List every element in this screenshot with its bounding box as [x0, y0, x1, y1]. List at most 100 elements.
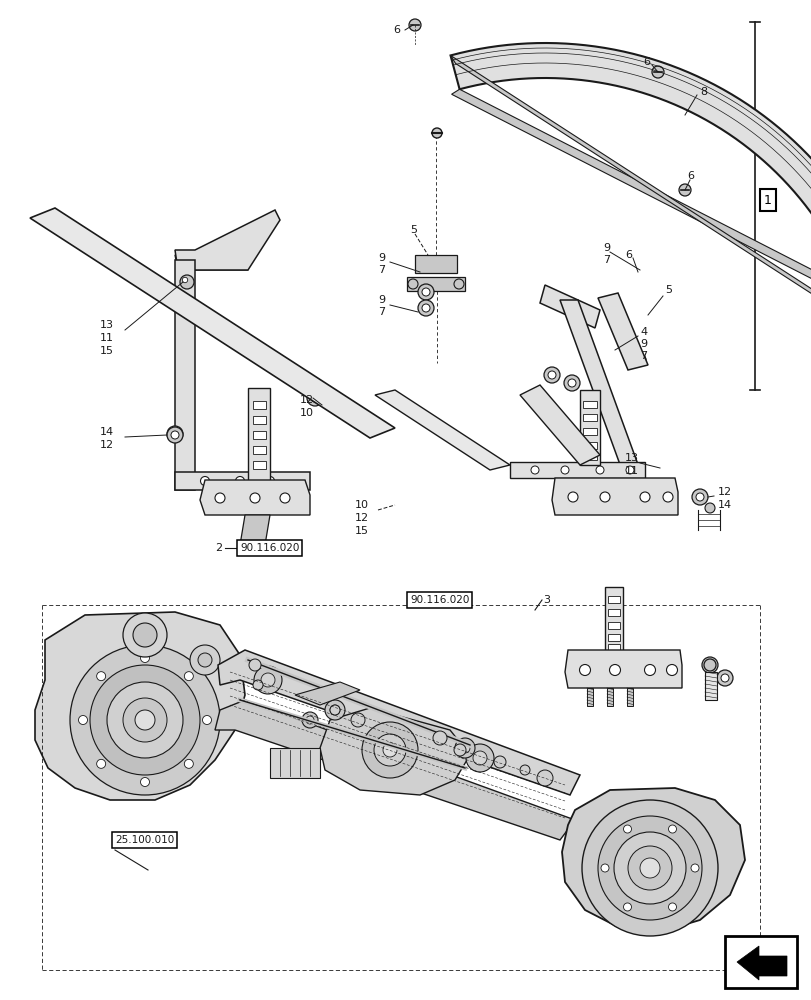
Text: 13: 13 [100, 320, 114, 330]
Text: 5: 5 [664, 285, 672, 295]
Circle shape [97, 672, 105, 681]
Circle shape [568, 492, 577, 502]
Circle shape [362, 722, 418, 778]
Circle shape [167, 426, 182, 442]
Circle shape [667, 825, 676, 833]
Bar [253, 401, 266, 409]
Polygon shape [200, 480, 310, 515]
Text: 9: 9 [378, 253, 384, 263]
Bar [607, 634, 620, 641]
Text: 10: 10 [299, 408, 314, 418]
Circle shape [493, 756, 505, 768]
Circle shape [431, 128, 441, 138]
Polygon shape [247, 388, 270, 488]
Polygon shape [564, 650, 681, 688]
Bar [270, 748, 320, 778]
Text: 7: 7 [378, 265, 384, 275]
Bar [607, 609, 620, 616]
Circle shape [122, 613, 167, 657]
Polygon shape [294, 682, 359, 705]
Circle shape [140, 654, 149, 662]
Circle shape [519, 765, 530, 775]
Circle shape [253, 680, 263, 690]
Bar [253, 461, 266, 469]
Text: 5: 5 [410, 225, 417, 235]
Circle shape [666, 664, 676, 676]
Circle shape [678, 184, 690, 196]
Circle shape [720, 674, 728, 682]
Circle shape [623, 903, 631, 911]
Text: 15: 15 [354, 526, 368, 536]
Circle shape [200, 477, 209, 486]
Bar [582, 442, 596, 449]
Text: 12: 12 [354, 513, 369, 523]
Text: 2: 2 [215, 543, 222, 553]
Circle shape [716, 670, 732, 686]
Polygon shape [450, 43, 811, 323]
Circle shape [560, 466, 569, 474]
Text: 6: 6 [393, 25, 400, 35]
Circle shape [639, 492, 649, 502]
Circle shape [473, 751, 487, 765]
Text: 6: 6 [624, 250, 631, 260]
Text: 11: 11 [624, 466, 638, 476]
Polygon shape [561, 788, 744, 932]
Circle shape [536, 770, 552, 786]
Circle shape [307, 390, 323, 406]
Circle shape [254, 666, 281, 694]
Circle shape [70, 645, 220, 795]
Circle shape [703, 659, 715, 671]
Circle shape [329, 705, 340, 715]
Polygon shape [736, 946, 786, 980]
Circle shape [79, 716, 88, 724]
Text: 9: 9 [639, 339, 646, 349]
Circle shape [329, 705, 340, 715]
Bar [704, 672, 716, 700]
Circle shape [249, 659, 260, 671]
Circle shape [184, 672, 193, 681]
Circle shape [705, 661, 713, 669]
Circle shape [409, 19, 420, 31]
Polygon shape [30, 208, 394, 438]
Polygon shape [579, 390, 599, 465]
Circle shape [418, 284, 433, 300]
Bar [582, 428, 596, 435]
Text: 90.116.020: 90.116.020 [410, 595, 469, 605]
Circle shape [122, 698, 167, 742]
Text: 11: 11 [100, 333, 114, 343]
Circle shape [182, 297, 191, 307]
Polygon shape [450, 55, 811, 331]
Text: 6: 6 [686, 171, 693, 181]
Circle shape [597, 816, 702, 920]
Polygon shape [604, 587, 622, 655]
Circle shape [311, 394, 319, 402]
Polygon shape [560, 300, 639, 470]
Bar [582, 453, 596, 460]
Bar [607, 622, 620, 629]
Circle shape [466, 744, 493, 772]
Text: 7: 7 [378, 307, 384, 317]
Circle shape [184, 759, 193, 768]
Circle shape [599, 492, 609, 502]
Circle shape [171, 430, 178, 438]
Circle shape [265, 477, 274, 486]
Text: 12: 12 [299, 395, 314, 405]
Polygon shape [551, 478, 677, 515]
Bar [626, 688, 633, 706]
Circle shape [383, 743, 397, 757]
Text: 8: 8 [699, 87, 706, 97]
Polygon shape [320, 708, 470, 795]
Text: 7: 7 [639, 351, 646, 361]
Circle shape [90, 665, 200, 775]
Text: 13: 13 [624, 453, 638, 463]
Circle shape [422, 304, 430, 312]
Circle shape [690, 864, 698, 872]
Circle shape [432, 731, 446, 745]
Circle shape [235, 477, 244, 486]
Text: 14: 14 [717, 500, 732, 510]
Polygon shape [217, 650, 579, 795]
Text: 90.116.020: 90.116.020 [240, 543, 299, 553]
Bar [582, 401, 596, 408]
Bar [406, 277, 465, 291]
Circle shape [135, 710, 155, 730]
